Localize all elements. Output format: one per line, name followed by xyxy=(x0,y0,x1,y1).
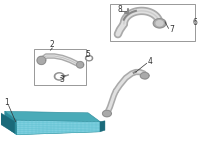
Polygon shape xyxy=(87,57,91,60)
Polygon shape xyxy=(54,73,64,80)
Polygon shape xyxy=(140,72,149,79)
Polygon shape xyxy=(86,56,93,61)
Bar xyxy=(110,4,195,41)
Polygon shape xyxy=(5,123,100,135)
Polygon shape xyxy=(56,74,62,79)
Polygon shape xyxy=(153,19,166,28)
Polygon shape xyxy=(100,121,105,132)
Polygon shape xyxy=(156,21,163,26)
Polygon shape xyxy=(5,111,100,122)
Text: 1: 1 xyxy=(4,98,9,107)
Text: 3: 3 xyxy=(60,75,65,84)
Polygon shape xyxy=(1,113,15,133)
Polygon shape xyxy=(37,56,46,65)
Text: 4: 4 xyxy=(147,57,152,66)
Text: 7: 7 xyxy=(169,25,174,34)
Polygon shape xyxy=(103,110,111,117)
Bar xyxy=(34,49,86,85)
Text: 2: 2 xyxy=(50,40,55,49)
Text: 5: 5 xyxy=(86,50,91,59)
Polygon shape xyxy=(77,62,84,68)
Text: 6: 6 xyxy=(192,18,197,27)
Text: 8: 8 xyxy=(117,5,122,14)
Polygon shape xyxy=(17,120,100,135)
Polygon shape xyxy=(5,111,17,135)
